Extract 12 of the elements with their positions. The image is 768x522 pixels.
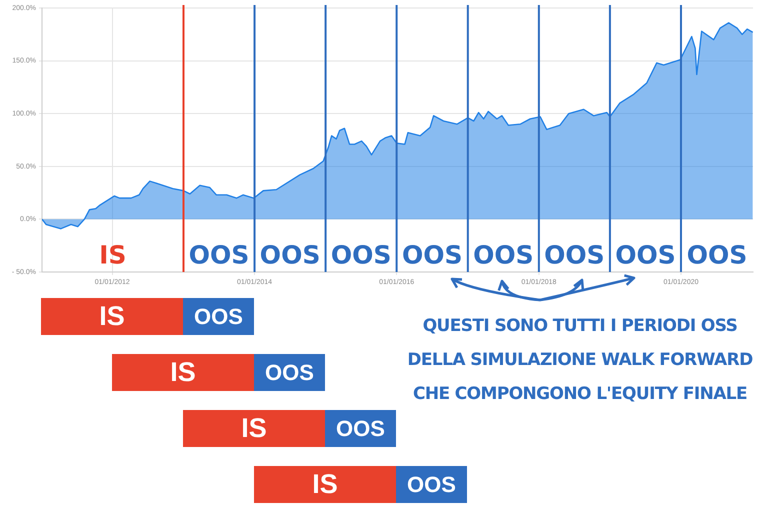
annotation: OOS	[473, 240, 534, 270]
text: CHE COMPONGONO L'EQUITY FINALE	[412, 384, 748, 404]
annotation: OOS	[615, 240, 676, 270]
annotation: IS	[99, 240, 126, 270]
text: QUESTI SONO TUTTI I PERIODI OSS	[422, 316, 738, 336]
annotation: OOS	[402, 240, 462, 270]
annotation: OOS	[686, 240, 748, 270]
annotation: OOS	[188, 240, 250, 270]
annotation: OOS	[544, 240, 605, 270]
annotation: OOS	[260, 240, 320, 270]
text: DELLA SIMULAZIONE WALK FORWARD	[406, 350, 754, 370]
annotation: OOS	[330, 240, 392, 270]
